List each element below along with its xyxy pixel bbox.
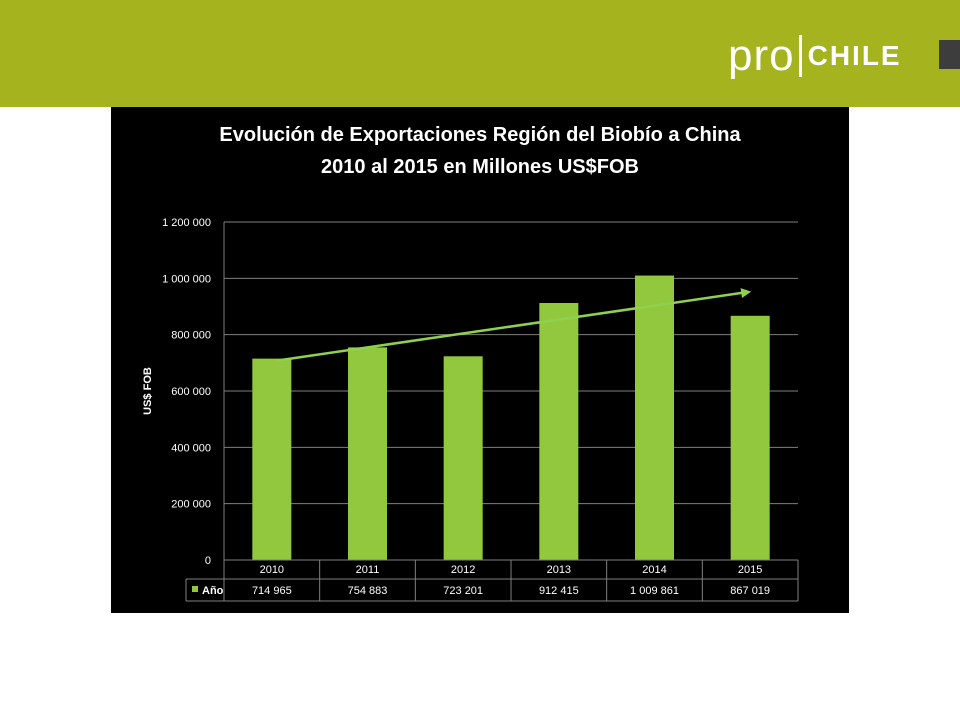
- x-tick-label: 2010: [260, 564, 284, 576]
- bar: [252, 358, 292, 560]
- bar-chart: 0 200 000 400 000 600 000 800 000 1 000 000 1 …: [142, 217, 799, 602]
- chart-panel: Evolución de Exportaciones Región del Bi…: [111, 107, 849, 613]
- chart-title-line2: 2010 al 2015 en Millones US$FOB: [321, 156, 639, 178]
- x-tick-label: 2011: [356, 564, 380, 576]
- logo-pro-text: pro: [728, 31, 795, 80]
- y-tick-label: 200 000: [171, 499, 211, 511]
- logo-chile-text: CHILE: [807, 40, 902, 71]
- y-tick-label: 800 000: [171, 330, 211, 342]
- bar: [539, 303, 579, 560]
- chart-title-line1: Evolución de Exportaciones Región del Bi…: [219, 124, 741, 146]
- data-table-value: 1 009 861: [630, 585, 679, 597]
- series-name: Año: [202, 585, 224, 597]
- y-axis-title: US$ FOB: [142, 367, 154, 415]
- y-tick-label: 400 000: [171, 442, 211, 454]
- x-tick-label: 2013: [547, 564, 571, 576]
- header-band: pro CHILE: [0, 0, 960, 107]
- trend-line: [276, 291, 746, 362]
- data-table-value: 723 201: [443, 585, 483, 597]
- data-table-value: 912 415: [539, 585, 579, 597]
- logo-separator: [798, 35, 802, 77]
- bar: [635, 275, 674, 560]
- logo-block-icon: [939, 40, 960, 69]
- y-tick-label: 1 200 000: [162, 217, 211, 229]
- prochile-logo: pro CHILE: [728, 28, 902, 84]
- x-tick-label: 2012: [451, 564, 475, 576]
- data-table-value: 754 883: [348, 585, 388, 597]
- trend-arrow-head: [740, 288, 752, 299]
- bar: [443, 356, 483, 560]
- legend-key: [192, 586, 198, 592]
- bar: [348, 347, 387, 560]
- x-tick-label: 2015: [738, 564, 762, 576]
- y-tick-label: 600 000: [171, 386, 211, 398]
- y-tick-label: 0: [205, 555, 211, 567]
- data-table-value: 867 019: [730, 585, 770, 597]
- chart-title: Evolución de Exportaciones Región del Bi…: [111, 119, 849, 183]
- y-tick-label: 1 000 000: [162, 273, 211, 285]
- bar: [730, 315, 770, 560]
- data-table-value: 714 965: [252, 585, 292, 597]
- x-tick-label: 2014: [642, 564, 666, 576]
